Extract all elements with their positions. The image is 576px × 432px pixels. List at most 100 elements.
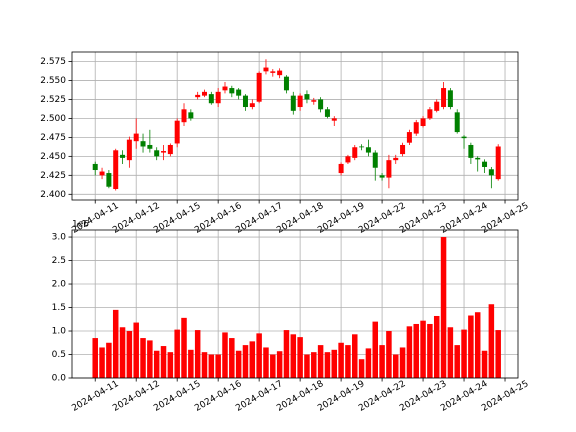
y-tick-label: 2.550 [40,76,66,86]
axes-frame [71,51,519,201]
bar [352,334,358,378]
y-tick-label: 2.425 [40,171,66,181]
bar [317,345,324,378]
candle-body [181,109,187,123]
bar [147,340,153,378]
bar [263,347,269,378]
bar [365,348,372,378]
candle-body [270,71,276,73]
bar [235,350,242,378]
candle-body [263,67,269,72]
candle-body [154,150,160,157]
y-tick-label: 2.5 [52,256,66,266]
bar [167,352,174,378]
candle-body [359,146,365,148]
candle-body [461,136,467,139]
bar [406,326,413,378]
bar [222,332,228,378]
candle-body [345,156,351,163]
candle-body [324,109,330,117]
bar [420,320,426,378]
bar [427,323,433,378]
candle-body [208,94,214,104]
bar [447,327,454,378]
candle-body [92,163,98,171]
bar [338,342,344,378]
bar [345,345,351,378]
y-tick-label: 1.5 [52,303,66,313]
bar [208,354,215,378]
candle-body [236,89,242,96]
bar [474,312,481,378]
bar [324,352,331,378]
candle-body [133,133,139,142]
bar [201,352,208,378]
candle-body [242,95,248,108]
bar [440,237,447,378]
candle-body [400,144,406,155]
candle-body [229,88,235,94]
bar [372,321,379,378]
y-tick-label: 0.5 [52,350,66,360]
bar [188,349,194,378]
bar [454,345,460,378]
axes-frame [71,229,519,379]
bar [133,322,139,378]
bar [112,309,119,378]
candle-body [352,147,358,158]
bar [468,315,474,378]
x-tick-label: 2024-04-25 [480,379,530,414]
candle-body [304,94,310,100]
candle-body [488,169,494,176]
candle-body [413,122,419,134]
y-tick-label: 2.0 [52,280,67,290]
candle-body [482,161,488,167]
candle-body [174,120,180,144]
bar [249,341,256,378]
candle-body [434,101,440,111]
bar [99,347,105,378]
candle-body [215,91,221,104]
candle-body [256,72,262,102]
bar [256,333,262,378]
y-tick-label: 2.500 [40,114,66,124]
bar [270,354,276,378]
bar [290,334,297,378]
y-tick-label: 2.525 [40,95,66,105]
candle-body [318,99,324,110]
bar [215,354,221,378]
bar [174,329,180,378]
y-tick-label: 2.475 [40,133,66,143]
candle-body [454,112,460,133]
bar [386,331,392,378]
candle-body [379,175,385,178]
candle-body [126,139,132,161]
bar [297,337,303,378]
bar [358,359,365,378]
bar [153,350,160,378]
candle-body [475,157,481,160]
bar [283,330,290,378]
offset-text: 1e6 [72,220,89,230]
y-tick-label: 1.0 [52,327,67,337]
bar [276,351,283,378]
bar [92,338,98,378]
bar [331,349,338,378]
bar [181,317,187,378]
candle-body [161,151,167,153]
candle-body [147,144,153,149]
y-tick-label: 2.575 [40,57,66,67]
candle-body [427,109,433,119]
bar [194,330,201,378]
candle-body [202,91,208,96]
bar [140,338,146,378]
candle-body [222,86,228,91]
candle-body [113,150,119,189]
candle-body [277,70,283,76]
bar [119,327,126,378]
bar [126,331,133,378]
candle-body [167,144,173,155]
y-tick-label: 2.450 [40,152,66,162]
candle-body [365,147,371,153]
